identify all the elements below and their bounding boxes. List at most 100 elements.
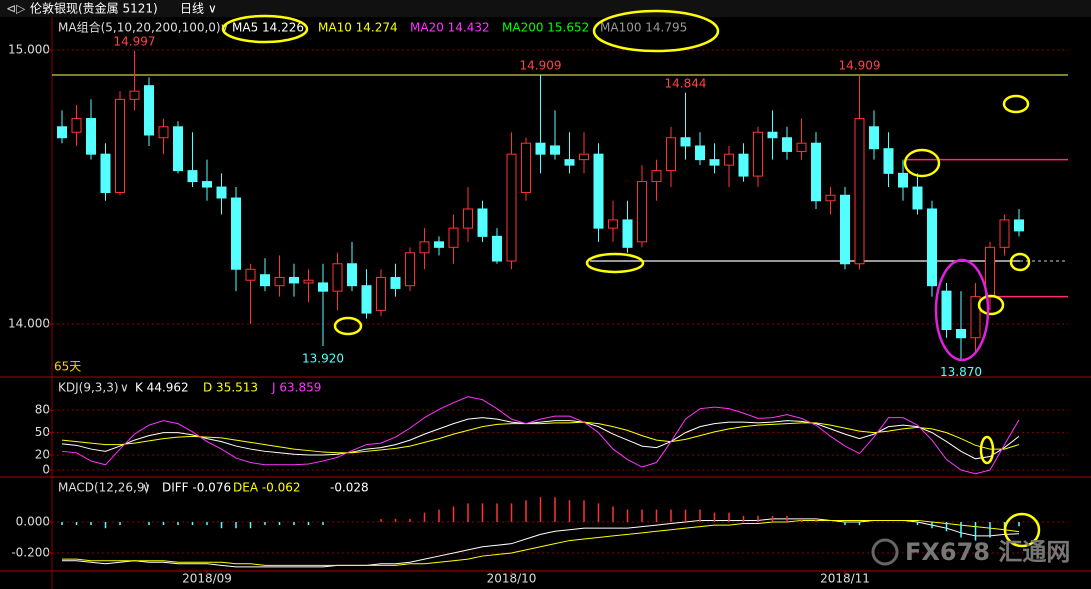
highlight bbox=[934, 258, 990, 362]
y-tick-label: 80 bbox=[35, 403, 50, 417]
y-tick-label: 20 bbox=[35, 448, 50, 462]
candle-body bbox=[448, 227, 459, 248]
candle-body bbox=[332, 263, 343, 292]
price-annotation: 13.870 bbox=[940, 365, 982, 379]
candle-body bbox=[999, 219, 1010, 248]
candle-body bbox=[506, 153, 517, 262]
candle-body bbox=[912, 186, 923, 210]
candle-body bbox=[71, 118, 82, 133]
candle-body bbox=[927, 208, 937, 287]
candle-body bbox=[86, 118, 96, 155]
watermark: FX678 汇通网 bbox=[905, 538, 1070, 566]
highlight bbox=[221, 14, 309, 44]
period-label: 65天 bbox=[54, 360, 81, 374]
candle-body bbox=[405, 252, 415, 287]
legend-title: MACD(12,26,9) bbox=[58, 481, 149, 495]
legend-item: J 63.859 bbox=[271, 381, 321, 395]
watermark-logo bbox=[871, 538, 899, 566]
candle-body bbox=[521, 142, 531, 194]
legend-item: DIFF -0.076 bbox=[162, 481, 231, 495]
indicator-line bbox=[61, 396, 1020, 475]
y-tick-label: 15.000 bbox=[8, 43, 50, 57]
candle-body bbox=[303, 279, 314, 284]
legend-item: MA200 15.652 bbox=[502, 21, 589, 35]
legend-item: MA10 14.274 bbox=[318, 21, 398, 35]
highlight bbox=[585, 252, 645, 274]
candle-body bbox=[187, 170, 198, 183]
candle-body bbox=[129, 90, 140, 100]
candle-body bbox=[100, 153, 111, 194]
y-tick-label: 0 bbox=[42, 463, 50, 477]
candle-body bbox=[709, 159, 720, 166]
candle-body bbox=[274, 276, 285, 287]
candle-body bbox=[390, 276, 401, 289]
indicator-line bbox=[61, 417, 1020, 460]
candle-body bbox=[883, 148, 894, 174]
candle-body bbox=[680, 137, 691, 147]
candle-body bbox=[622, 219, 633, 248]
candle-body bbox=[796, 142, 807, 152]
y-tick-label: 50 bbox=[35, 425, 50, 439]
candle-body bbox=[666, 137, 676, 172]
highlight bbox=[1002, 94, 1030, 114]
highlight bbox=[977, 294, 1005, 316]
price-annotation: 13.920 bbox=[302, 351, 344, 365]
candle-body bbox=[57, 126, 67, 139]
header-bar bbox=[0, 0, 1091, 17]
highlight bbox=[592, 9, 720, 53]
period-arrow[interactable]: ∨ bbox=[208, 2, 217, 16]
candle-body bbox=[434, 241, 444, 248]
candle-body bbox=[231, 197, 241, 270]
candle-body bbox=[492, 235, 502, 262]
y-tick-label: 14.000 bbox=[8, 317, 50, 331]
plot-area: 15.000 14.000 MA组合(5,10,20,200,100,0) ∨ MA5 … bbox=[8, 20, 1068, 586]
y-tick-label: -0.200 bbox=[11, 545, 50, 559]
candle-body bbox=[376, 276, 386, 311]
indicator-line bbox=[62, 519, 1020, 566]
candle-body bbox=[767, 131, 778, 139]
legend-item: DEA -0.062 bbox=[233, 481, 301, 495]
candle-body bbox=[898, 172, 908, 188]
candle-body bbox=[651, 170, 662, 183]
period-selector[interactable]: 日线 bbox=[180, 2, 204, 16]
legend-item: K 44.962 bbox=[135, 381, 189, 395]
candle-body bbox=[695, 145, 705, 161]
candle-body bbox=[579, 153, 589, 161]
candle-body bbox=[593, 153, 604, 229]
candle-body bbox=[318, 282, 328, 292]
candle-body bbox=[970, 296, 981, 339]
candle-body bbox=[216, 186, 227, 199]
candle-body bbox=[115, 98, 125, 194]
candle-body bbox=[564, 159, 575, 166]
highlight bbox=[979, 435, 995, 465]
candle-body bbox=[158, 126, 169, 139]
candle-body bbox=[260, 274, 270, 287]
candle-body bbox=[1014, 219, 1024, 232]
candle-body bbox=[202, 181, 212, 188]
x-tick-label: 2018/10 bbox=[487, 572, 537, 586]
back-icon[interactable]: ⊲▷ bbox=[6, 2, 26, 16]
candle-body bbox=[245, 268, 256, 281]
candle-body bbox=[941, 290, 952, 331]
x-tick-label: 2018/09 bbox=[182, 572, 232, 586]
candle-body bbox=[637, 181, 647, 243]
candle-body bbox=[361, 285, 372, 314]
indicator-line bbox=[61, 421, 1020, 454]
legend-title: KDJ(9,3,3) bbox=[58, 381, 119, 395]
candle-body bbox=[825, 194, 836, 202]
x-tick-label: 2018/11 bbox=[820, 572, 870, 586]
y-tick-label: 0.000 bbox=[16, 514, 50, 528]
candle-body bbox=[173, 126, 183, 172]
candle-body bbox=[811, 142, 821, 202]
legend-arrow: ∨ bbox=[142, 481, 151, 495]
candle-body bbox=[550, 145, 560, 155]
candle-body bbox=[753, 131, 763, 177]
candle-body bbox=[419, 241, 430, 254]
legend-title: MA组合(5,10,20,200,100,0) bbox=[58, 20, 221, 35]
candle-body bbox=[144, 85, 154, 136]
candle-body bbox=[956, 329, 966, 339]
highlight bbox=[1009, 252, 1031, 272]
price-annotation: 14.909 bbox=[520, 58, 562, 72]
candle-body bbox=[535, 142, 546, 155]
